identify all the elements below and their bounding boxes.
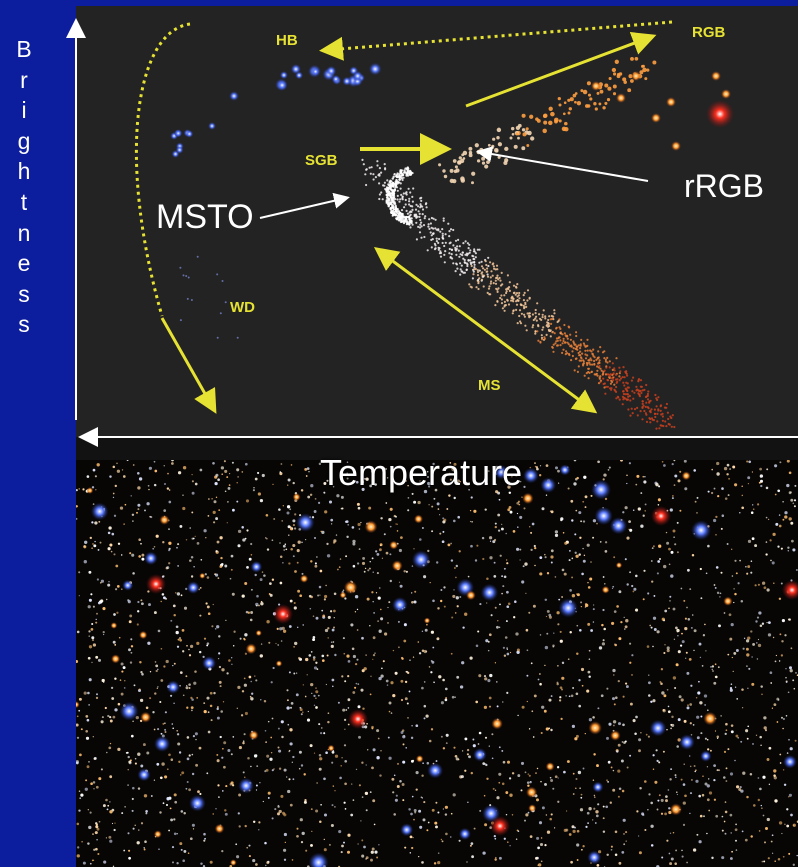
sgb-label: SGB xyxy=(305,152,338,169)
wd-label: WD xyxy=(230,299,255,316)
y-axis-letter: s xyxy=(18,311,30,338)
y-axis-letter: i xyxy=(21,97,27,124)
rrgb-pointer xyxy=(476,146,649,182)
hr-diagram-panel xyxy=(76,6,798,437)
axis-strip xyxy=(76,437,798,460)
rgb-label: RGB xyxy=(692,24,726,41)
ms-double-arrow xyxy=(373,247,598,414)
msto-pointer xyxy=(259,192,350,219)
star-cluster-image xyxy=(76,460,798,867)
y-axis-letter: n xyxy=(17,219,31,246)
wd-arrow xyxy=(160,317,217,414)
y-axis-letter: t xyxy=(20,188,28,215)
hb-rgb-dotted-arrow xyxy=(319,20,673,61)
y-axis-letter: g xyxy=(17,127,31,154)
y-axis-letter: r xyxy=(20,66,28,93)
rrgb-label: rRGB xyxy=(684,168,764,204)
diagram-star-field xyxy=(170,56,734,430)
cluster-photo xyxy=(76,460,798,867)
y-axis-letter: B xyxy=(16,36,32,62)
y-axis-letter: e xyxy=(17,250,31,277)
hr-diagram xyxy=(134,20,734,430)
x-axis-label: Temperature xyxy=(320,452,523,493)
rgb-arrow xyxy=(465,32,657,108)
y-axis-letter: s xyxy=(18,280,30,307)
hb-label: HB xyxy=(276,32,298,49)
msto-label: MSTO xyxy=(156,198,254,236)
wd-dotted-curve xyxy=(134,22,191,317)
ms-label: MS xyxy=(478,377,501,394)
y-axis-letter: h xyxy=(17,158,31,185)
